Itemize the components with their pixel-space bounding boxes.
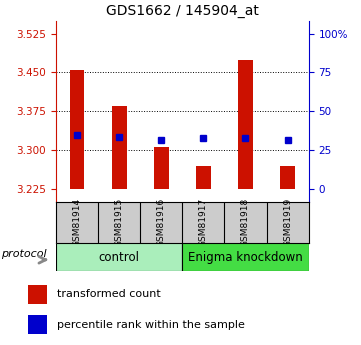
Text: protocol: protocol <box>1 249 47 259</box>
Text: GSM81917: GSM81917 <box>199 198 208 247</box>
Bar <box>182 243 309 271</box>
Title: GDS1662 / 145904_at: GDS1662 / 145904_at <box>106 4 259 18</box>
Text: Enigma knockdown: Enigma knockdown <box>188 250 303 264</box>
Text: transformed count: transformed count <box>57 289 161 299</box>
Text: GSM81918: GSM81918 <box>241 198 250 247</box>
Bar <box>112 106 126 189</box>
Text: GSM81919: GSM81919 <box>283 198 292 247</box>
Text: control: control <box>99 250 140 264</box>
Bar <box>154 147 169 189</box>
Bar <box>196 166 211 189</box>
Bar <box>238 59 253 189</box>
Bar <box>280 166 295 189</box>
Bar <box>56 243 182 271</box>
Bar <box>28 285 47 304</box>
Bar <box>28 315 47 334</box>
Text: GSM81914: GSM81914 <box>73 198 82 247</box>
Text: GSM81915: GSM81915 <box>115 198 123 247</box>
Text: percentile rank within the sample: percentile rank within the sample <box>57 319 245 329</box>
Text: GSM81916: GSM81916 <box>157 198 166 247</box>
Bar <box>70 70 84 189</box>
